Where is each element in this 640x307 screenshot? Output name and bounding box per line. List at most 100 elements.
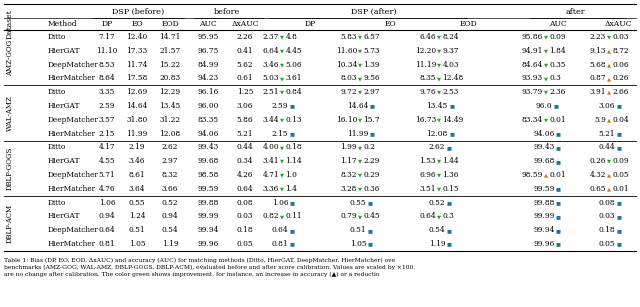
Text: 96.16: 96.16: [197, 88, 219, 96]
Text: ▼: ▼: [358, 214, 362, 219]
Text: EO: EO: [384, 20, 396, 28]
Text: DP: DP: [305, 20, 316, 28]
Text: 1.14: 1.14: [285, 157, 302, 165]
Text: 15.22: 15.22: [159, 60, 180, 68]
Text: 94.91: 94.91: [522, 47, 543, 55]
Text: 0.64: 0.64: [419, 212, 436, 220]
Text: 0.54: 0.54: [162, 226, 179, 234]
Text: ▼: ▼: [544, 62, 548, 67]
Text: 0.52: 0.52: [162, 199, 179, 207]
Text: 0.54: 0.54: [429, 226, 445, 234]
Text: 9.76: 9.76: [419, 88, 436, 96]
Text: 99.88: 99.88: [533, 199, 555, 207]
Text: 17.58: 17.58: [126, 74, 148, 82]
Text: ▲: ▲: [607, 186, 611, 191]
Text: 0.84: 0.84: [285, 88, 302, 96]
Text: ■: ■: [449, 103, 454, 108]
Text: 1.19: 1.19: [162, 240, 179, 248]
Text: Table 1: Bias (DP, EO, EOD, ΔxAUC) and accuracy (AUC) for matching methods (Ditt: Table 1: Bias (DP, EO, EOD, ΔxAUC) and a…: [4, 258, 395, 263]
Text: ■: ■: [290, 242, 295, 247]
Text: ■: ■: [554, 103, 559, 108]
Text: DeepMatcher: DeepMatcher: [48, 171, 99, 179]
Text: 4.8: 4.8: [285, 33, 298, 41]
Text: 8.24: 8.24: [442, 33, 459, 41]
Text: DBLP-GOGS: DBLP-GOGS: [6, 146, 14, 190]
Text: 6.57: 6.57: [364, 33, 380, 41]
Text: after: after: [566, 8, 586, 16]
Text: 99.88: 99.88: [197, 199, 219, 207]
Text: 1.44: 1.44: [442, 157, 459, 165]
Text: 84.99: 84.99: [197, 60, 219, 68]
Text: 0.94: 0.94: [162, 212, 179, 220]
Text: 0.64: 0.64: [99, 226, 115, 234]
Text: ■: ■: [370, 131, 375, 136]
Text: 4.17: 4.17: [99, 143, 115, 151]
Text: 0.81: 0.81: [99, 240, 115, 248]
Text: ■: ■: [368, 242, 373, 247]
Text: 8.72: 8.72: [612, 47, 629, 55]
Text: ▼: ▼: [437, 90, 441, 95]
Text: ▼: ▼: [607, 34, 611, 40]
Text: 9.56: 9.56: [364, 74, 380, 82]
Text: 1.36: 1.36: [442, 171, 459, 179]
Text: 21.57: 21.57: [159, 47, 180, 55]
Text: 6.46: 6.46: [419, 33, 436, 41]
Text: ▼: ▼: [437, 159, 441, 164]
Text: 2.19: 2.19: [129, 143, 145, 151]
Text: 5.06: 5.06: [285, 60, 302, 68]
Text: AUC: AUC: [199, 20, 217, 28]
Text: 13.45: 13.45: [159, 102, 180, 110]
Text: 3.28: 3.28: [340, 185, 357, 193]
Text: ■: ■: [617, 228, 622, 233]
Text: 16.73: 16.73: [415, 116, 436, 124]
Text: 0.09: 0.09: [612, 157, 629, 165]
Text: HierGAT: HierGAT: [48, 47, 81, 55]
Text: ▼: ▼: [280, 186, 284, 191]
Text: ▼: ▼: [544, 90, 548, 95]
Text: 2.62: 2.62: [429, 143, 445, 151]
Text: 12.08: 12.08: [426, 130, 447, 138]
Text: ▼: ▼: [437, 76, 441, 81]
Text: ▲: ▲: [607, 62, 611, 67]
Text: 5.03: 5.03: [262, 74, 279, 82]
Text: 2.66: 2.66: [612, 88, 629, 96]
Text: 6.64: 6.64: [262, 47, 279, 55]
Text: 1.06: 1.06: [272, 199, 288, 207]
Text: 0.81: 0.81: [272, 240, 288, 248]
Text: 1.05: 1.05: [129, 240, 145, 248]
Text: 99.94: 99.94: [533, 226, 555, 234]
Text: 1.19: 1.19: [429, 240, 445, 248]
Text: 0.82: 0.82: [262, 212, 279, 220]
Text: ▼: ▼: [607, 159, 611, 164]
Text: 4.55: 4.55: [99, 157, 115, 165]
Text: 2.29: 2.29: [364, 157, 380, 165]
Text: 0.35: 0.35: [550, 60, 566, 68]
Text: ▼: ▼: [544, 34, 548, 40]
Text: ▼: ▼: [280, 159, 284, 164]
Text: ▼: ▼: [280, 48, 284, 53]
Text: 0.41: 0.41: [237, 47, 253, 55]
Text: 93.79: 93.79: [522, 88, 543, 96]
Text: 0.94: 0.94: [99, 212, 115, 220]
Text: 14.71: 14.71: [159, 33, 180, 41]
Text: 12.29: 12.29: [159, 88, 180, 96]
Text: 3.91: 3.91: [589, 88, 606, 96]
Text: ■: ■: [370, 103, 375, 108]
Text: 11.10: 11.10: [96, 47, 118, 55]
Text: 0.44: 0.44: [237, 143, 253, 151]
Text: ■: ■: [449, 131, 454, 136]
Text: ■: ■: [556, 242, 561, 247]
Text: 5.21: 5.21: [237, 130, 253, 138]
Text: 3.61: 3.61: [285, 74, 302, 82]
Text: ▼: ▼: [358, 62, 362, 67]
Text: ■: ■: [368, 200, 373, 205]
Text: ■: ■: [447, 242, 452, 247]
Text: ▼: ▼: [544, 117, 548, 122]
Text: AMZ-GOG: AMZ-GOG: [6, 40, 14, 76]
Text: 3.41: 3.41: [262, 157, 279, 165]
Text: 99.43: 99.43: [197, 143, 219, 151]
Text: 96.75: 96.75: [197, 47, 219, 55]
Text: 0.87: 0.87: [589, 74, 606, 82]
Text: 2.51: 2.51: [262, 88, 279, 96]
Text: 4.32: 4.32: [589, 171, 606, 179]
